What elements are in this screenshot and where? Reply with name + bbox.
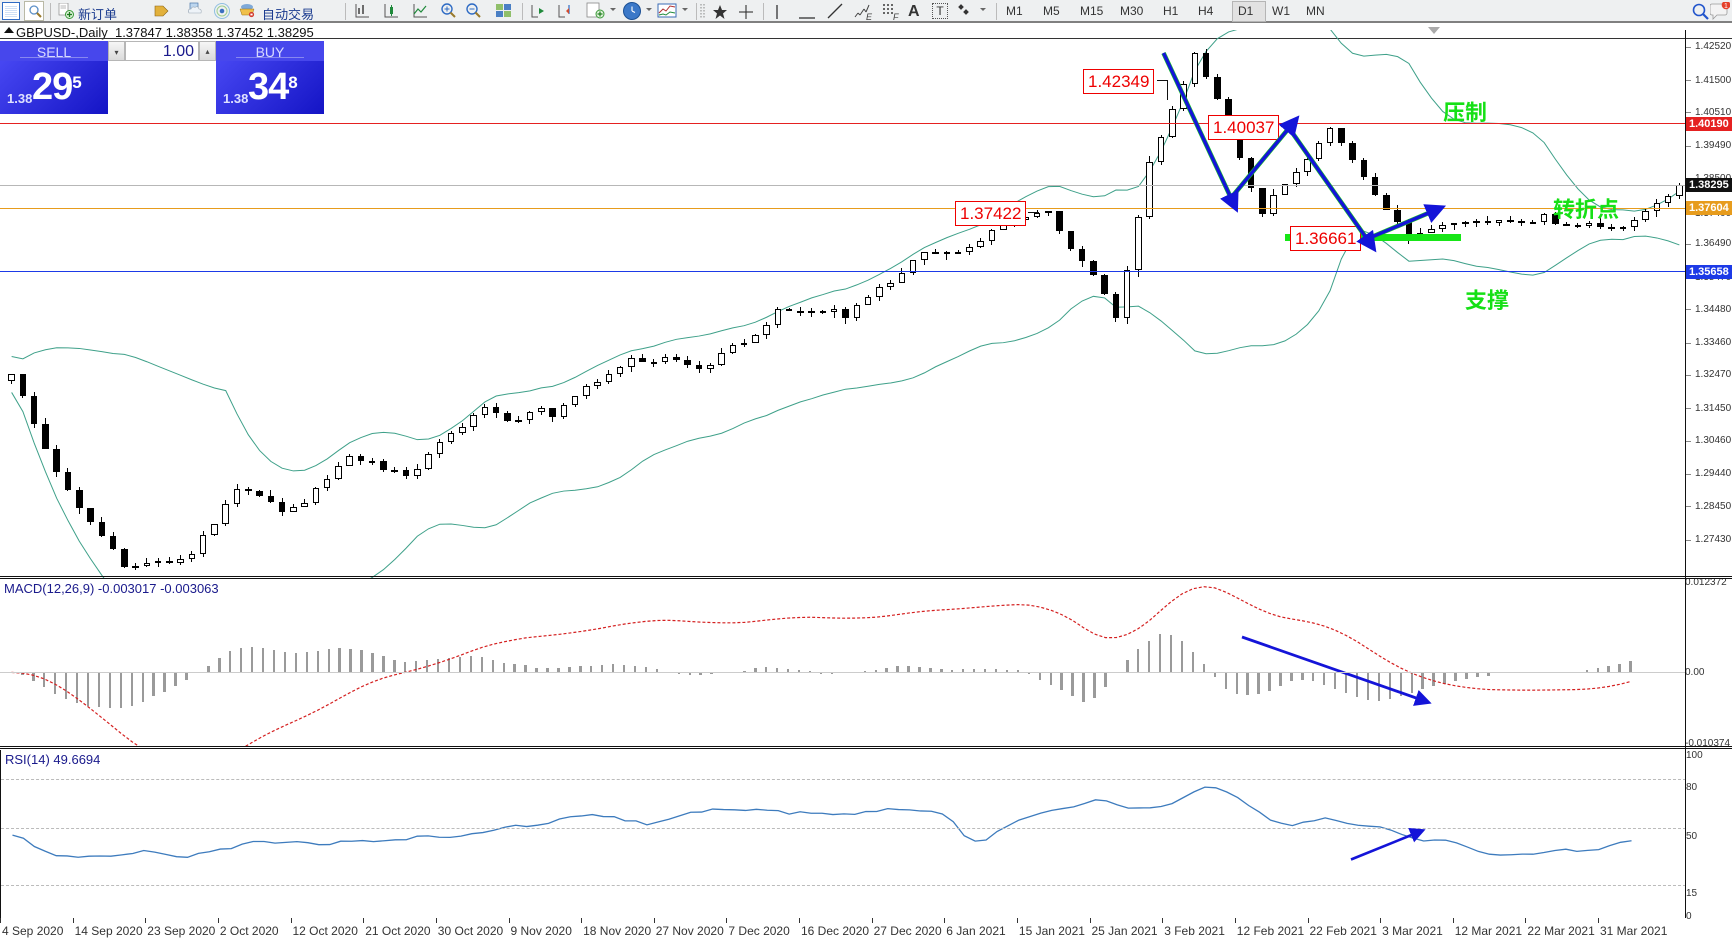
svg-text:1: 1 [1724, 3, 1728, 10]
